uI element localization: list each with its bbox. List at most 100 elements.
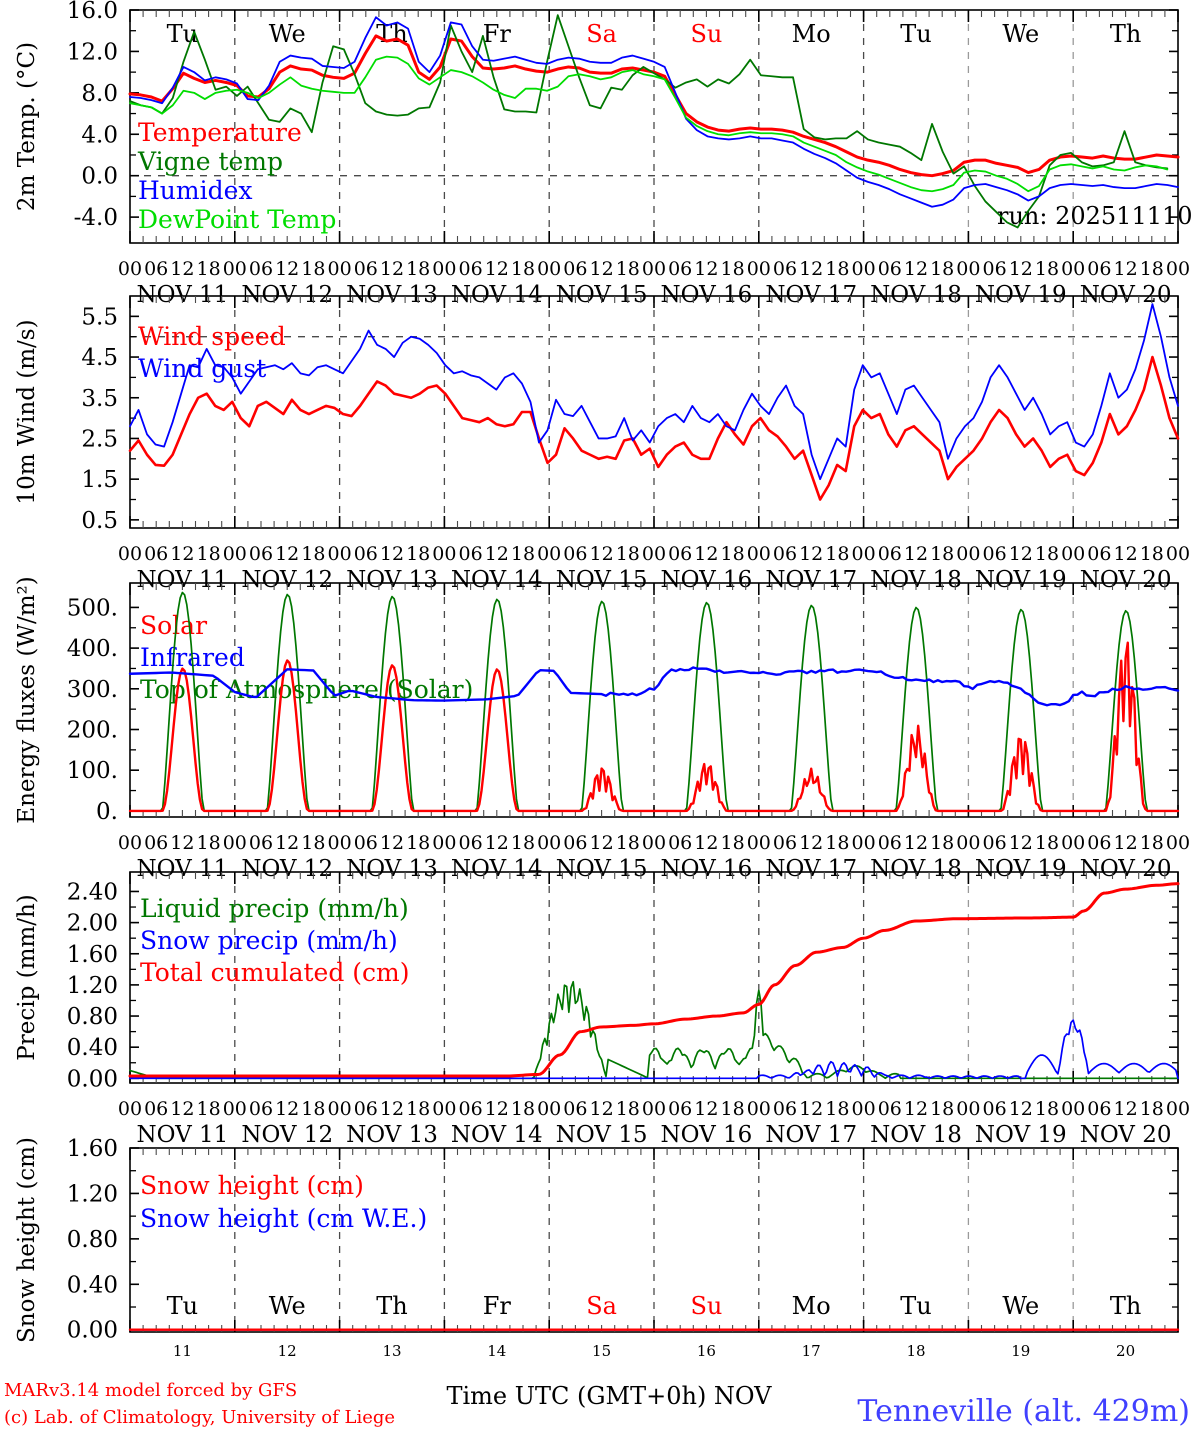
x-hour-label: 06 — [459, 258, 483, 280]
dow-label-bottom: Mo — [792, 1292, 831, 1320]
x-hour-label: 06 — [563, 832, 587, 854]
series-dewpoint-temp — [129, 55, 1169, 193]
x-hour-label: 06 — [878, 543, 902, 565]
x-hour-label: 18 — [406, 1098, 430, 1120]
x-hour-label: 06 — [249, 258, 273, 280]
y-axis-title-temperature: 2m Temp. (°C) — [14, 42, 40, 211]
x-hour-label: 12 — [904, 1098, 928, 1120]
legend-item-temperature-2: Humidex — [138, 176, 253, 205]
x-hour-label: 18 — [721, 1098, 745, 1120]
x-hour-label: 00 — [852, 1098, 876, 1120]
x-hour-label: 18 — [301, 1098, 325, 1120]
x-hour-label: 18 — [301, 258, 325, 280]
x-hour-label: 00 — [1061, 832, 1085, 854]
legend-item-wind-0: Wind speed — [138, 322, 286, 351]
y-tick-label: 300. — [67, 677, 118, 703]
x-day-number: 13 — [382, 1342, 401, 1360]
x-day-number: 19 — [1011, 1342, 1030, 1360]
x-hour-label: 18 — [511, 258, 535, 280]
x-hour-label: 18 — [1140, 1098, 1164, 1120]
footer-line-2: (c) Lab. of Climatology, University of L… — [4, 1407, 395, 1428]
x-hour-label: 18 — [197, 258, 221, 280]
x-hour-label: 06 — [983, 832, 1007, 854]
y-tick-label: 0.0 — [81, 164, 118, 190]
dow-label-bottom: Su — [690, 1292, 722, 1320]
x-hour-label: 00 — [956, 258, 980, 280]
x-hour-label: 06 — [249, 543, 273, 565]
legend-item-precip-2: Total cumulated (cm) — [140, 958, 410, 987]
x-hour-label: 00 — [1166, 832, 1190, 854]
dow-label-bottom: We — [269, 1292, 306, 1320]
y-tick-label: 0.5 — [81, 508, 118, 534]
legend-item-precip-0: Liquid precip (mm/h) — [140, 894, 409, 923]
y-axis-title-energy: Energy fluxes (W/m²) — [14, 576, 40, 823]
y-tick-label: 1.5 — [81, 467, 118, 493]
x-hour-label: 06 — [773, 1098, 797, 1120]
x-hour-label: 18 — [1035, 1098, 1059, 1120]
x-hour-label: 12 — [799, 543, 823, 565]
legend-item-snow-1: Snow height (cm W.E.) — [140, 1204, 427, 1233]
x-hour-label: 12 — [694, 543, 718, 565]
x-hour-label: 06 — [668, 258, 692, 280]
x-hour-label: 06 — [1087, 543, 1111, 565]
legend-item-snow-0: Snow height (cm) — [140, 1171, 364, 1200]
x-hour-label: 06 — [1087, 258, 1111, 280]
x-hour-label: 12 — [799, 258, 823, 280]
x-hour-label: 00 — [223, 543, 247, 565]
x-hour-label: 06 — [563, 543, 587, 565]
x-hour-label: 12 — [275, 832, 299, 854]
x-hour-label: 12 — [799, 832, 823, 854]
x-hour-label: 18 — [721, 258, 745, 280]
y-tick-label: 0.00 — [67, 1318, 118, 1344]
x-hour-label: 06 — [878, 832, 902, 854]
x-day-label: NOV 14 — [451, 1122, 543, 1148]
x-hour-label: 00 — [118, 258, 142, 280]
x-hour-label: 12 — [590, 832, 614, 854]
x-hour-label: 00 — [1061, 1098, 1085, 1120]
dow-label-top: We — [269, 20, 306, 48]
x-hour-label: 12 — [170, 1098, 194, 1120]
x-hour-label: 00 — [537, 543, 561, 565]
x-hour-label: 00 — [747, 543, 771, 565]
x-day-label: NOV 17 — [765, 1122, 857, 1148]
x-hour-label: 00 — [956, 1098, 980, 1120]
x-day-label: NOV 19 — [975, 1122, 1067, 1148]
x-hour-label: 12 — [904, 543, 928, 565]
x-hour-label: 12 — [590, 258, 614, 280]
series-vigne-temp — [129, 14, 1169, 229]
series-snow-precip — [129, 1019, 1179, 1080]
x-hour-label: 12 — [904, 832, 928, 854]
x-hour-label: 12 — [590, 543, 614, 565]
series-humidex — [129, 16, 1179, 208]
y-axis-title-precip: Precip (mm/h) — [14, 894, 40, 1060]
y-tick-label: 12.0 — [67, 39, 118, 65]
x-hour-label: 06 — [668, 832, 692, 854]
run-label: run: 2025111100 — [997, 202, 1194, 230]
x-hour-label: 18 — [1035, 258, 1059, 280]
x-hour-label: 00 — [1166, 543, 1190, 565]
x-hour-label: 12 — [170, 832, 194, 854]
legend-item-energy-0: Solar — [140, 611, 207, 640]
x-hour-label: 18 — [825, 832, 849, 854]
x-hour-label: 18 — [406, 832, 430, 854]
x-day-number: 20 — [1116, 1342, 1135, 1360]
x-day-label: NOV 11 — [137, 282, 229, 308]
x-hour-label: 06 — [773, 258, 797, 280]
x-hour-label: 00 — [642, 258, 666, 280]
x-day-label: NOV 13 — [346, 282, 438, 308]
series-total-cumulated — [128, 882, 1180, 1078]
x-hour-label: 06 — [354, 543, 378, 565]
x-hour-label: 18 — [301, 543, 325, 565]
x-hour-label: 06 — [563, 1098, 587, 1120]
x-hour-label: 18 — [406, 258, 430, 280]
x-hour-label: 06 — [668, 1098, 692, 1120]
y-tick-label: 2.00 — [67, 911, 118, 937]
x-hour-label: 00 — [118, 543, 142, 565]
x-hour-label: 12 — [380, 1098, 404, 1120]
x-hour-label: 06 — [354, 1098, 378, 1120]
x-hour-label: 18 — [930, 1098, 954, 1120]
x-hour-label: 00 — [1061, 543, 1085, 565]
x-hour-label: 12 — [799, 1098, 823, 1120]
y-tick-label: 500. — [67, 595, 118, 621]
x-hour-label: 00 — [223, 832, 247, 854]
